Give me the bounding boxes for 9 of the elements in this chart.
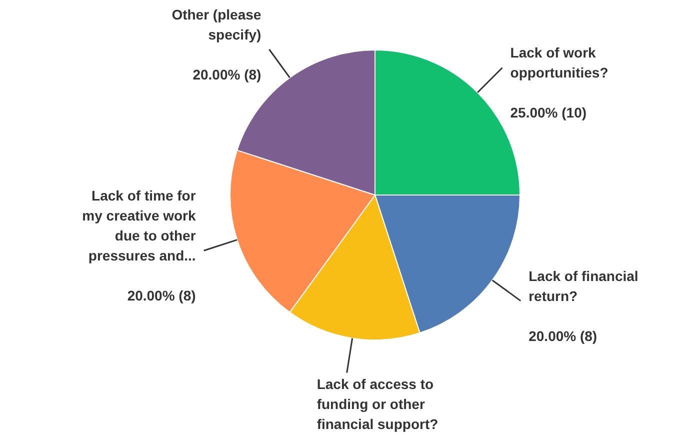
slice-label: Other (please specify) [172,6,262,42]
data-label: 20.00% (8) [127,288,196,304]
data-label: 20.00% (8) [192,66,262,82]
slice-label: Lack of access to funding or other financial support? [316,376,438,432]
slice-label: Lack of work opportunities? [510,44,608,81]
slice-label: Lack of financial return? [528,268,638,304]
data-label: 20.00% (8) [528,328,598,344]
slice-label: Lack of time for my creative work due to other pressures and... [82,188,196,264]
data-label: 25.00% (10) [510,104,587,121]
